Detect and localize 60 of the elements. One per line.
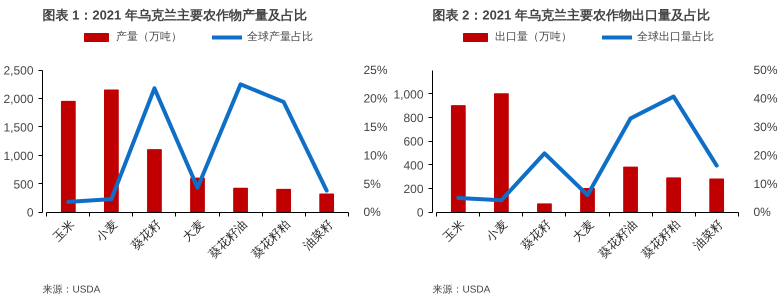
- bar: [60, 100, 76, 213]
- y2-tick-label: 50%: [754, 63, 778, 78]
- y-tick-label: 2,500: [3, 64, 34, 78]
- y-tick-label: 600: [403, 134, 424, 149]
- y-tick-label: 500: [13, 177, 34, 192]
- y2-tick-label: 20%: [754, 148, 778, 162]
- bar: [276, 188, 291, 213]
- legend-label: 出口量（万吨）: [495, 30, 572, 44]
- y2-tick-label: 20%: [364, 92, 388, 106]
- y-tick-label: 1,000: [3, 148, 34, 163]
- y2-tick-label: 40%: [754, 92, 778, 106]
- line-series: [66, 82, 329, 204]
- y-tick-label: 0: [26, 206, 34, 220]
- bar: [709, 178, 724, 213]
- source-note: 来源：USDA: [42, 284, 101, 296]
- bar: [104, 90, 119, 213]
- bar: [666, 177, 681, 213]
- x-tick-label: 大麦: [180, 217, 206, 244]
- line-series: [456, 94, 719, 202]
- chart-title: 图表 2：2021 年乌克兰主要农作物出口量及占比: [432, 8, 710, 22]
- legend-label: 全球产量占比: [247, 30, 313, 44]
- x-tick-label: 玉米: [50, 217, 78, 244]
- x-tick-label: 小麦: [483, 217, 510, 244]
- bar: [450, 105, 466, 213]
- y2-tick-label: 15%: [364, 120, 388, 134]
- y2-tick-label: 25%: [364, 63, 388, 78]
- bar: [537, 203, 552, 213]
- bar: [494, 93, 509, 213]
- y2-tick-label: 0%: [364, 205, 382, 220]
- bar: [147, 149, 162, 213]
- y2-tick-label: 10%: [364, 148, 388, 162]
- y-tick-label: 800: [403, 110, 424, 125]
- x-tick-label: 大麦: [570, 217, 596, 244]
- y-tick-label: 0: [416, 206, 424, 220]
- y-tick-label: 1,500: [3, 120, 34, 134]
- y-tick-label: 200: [403, 182, 424, 196]
- y2-tick-label: 0%: [754, 205, 772, 220]
- legend-label: 全球出口量占比: [637, 30, 714, 44]
- x-tick-label: 油菜籽: [300, 217, 336, 253]
- source-note: 来源：USDA: [432, 284, 491, 296]
- y-tick-label: 1,000: [393, 87, 424, 102]
- x-tick-label: 葵花籽粕: [638, 217, 683, 262]
- legend-label: 产量（万吨）: [116, 30, 182, 44]
- bar: [233, 188, 248, 213]
- x-tick-label: 小麦: [93, 217, 120, 244]
- y2-tick-label: 5%: [364, 176, 382, 191]
- x-tick-label: 葵花籽油: [206, 217, 250, 262]
- y2-tick-label: 10%: [754, 176, 778, 191]
- x-tick-label: 葵花籽: [128, 217, 164, 253]
- x-tick-label: 葵花籽粕: [248, 217, 293, 262]
- x-tick-label: 葵花籽: [518, 217, 554, 253]
- y-tick-label: 400: [403, 158, 424, 172]
- chart-title: 图表 1：2021 年乌克兰主要农作物产量及占比: [42, 8, 307, 22]
- x-tick-label: 玉米: [440, 217, 468, 244]
- x-tick-label: 葵花籽油: [596, 217, 640, 262]
- y-tick-label: 2,000: [3, 92, 34, 106]
- x-tick-label: 油菜籽: [690, 217, 726, 253]
- bar: [319, 193, 334, 213]
- y2-tick-label: 30%: [754, 120, 778, 134]
- bar: [623, 166, 638, 213]
